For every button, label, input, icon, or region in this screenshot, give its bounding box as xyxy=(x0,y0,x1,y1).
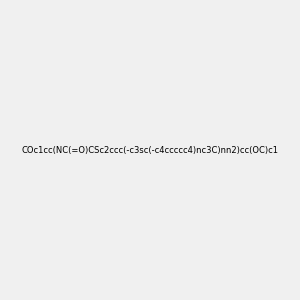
Text: COc1cc(NC(=O)CSc2ccc(-c3sc(-c4ccccc4)nc3C)nn2)cc(OC)c1: COc1cc(NC(=O)CSc2ccc(-c3sc(-c4ccccc4)nc3… xyxy=(22,146,278,154)
